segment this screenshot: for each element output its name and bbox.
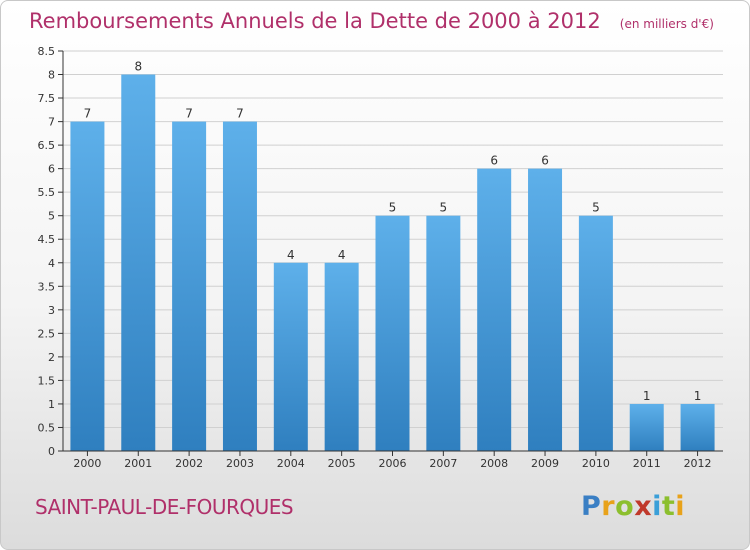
y-tick-label: 8 xyxy=(48,69,55,82)
y-tick-label: 8.5 xyxy=(38,45,56,58)
bar xyxy=(578,215,613,451)
bar xyxy=(629,403,664,451)
bar xyxy=(680,403,715,451)
bar xyxy=(121,74,156,451)
bar-value-label: 5 xyxy=(389,201,397,215)
bar-value-label: 5 xyxy=(592,201,600,215)
bar xyxy=(375,215,410,451)
bar xyxy=(324,262,359,451)
bar-value-label: 7 xyxy=(84,107,92,121)
y-tick-label: 0.5 xyxy=(38,421,56,434)
bar-value-label: 5 xyxy=(440,201,448,215)
x-tick-label: 2008 xyxy=(480,457,508,470)
bar xyxy=(70,121,105,452)
bar-value-label: 8 xyxy=(134,60,142,74)
logo-letter: i xyxy=(652,491,662,522)
y-tick-label: 5.5 xyxy=(38,186,56,199)
y-tick-label: 4.5 xyxy=(38,233,56,246)
x-tick-label: 2010 xyxy=(582,457,610,470)
x-tick-label: 2002 xyxy=(175,457,203,470)
logo-letter: t xyxy=(661,491,676,522)
y-tick-label: 2 xyxy=(48,351,55,364)
y-tick-label: 6.5 xyxy=(38,139,56,152)
bar-value-label: 1 xyxy=(643,389,651,403)
x-tick-label: 2007 xyxy=(429,457,457,470)
y-tick-label: 2.5 xyxy=(38,327,56,340)
bar-value-label: 7 xyxy=(185,107,193,121)
logo-letter: o xyxy=(615,491,635,522)
x-tick-label: 2001 xyxy=(124,457,152,470)
labels: 0 0.5 1 1.5 2 2.5 3 3.5 4 4.5 5 5.5 6 6.5 7 7.5 8 8.5 7 200… xyxy=(38,45,712,470)
y-tick-label: 7.5 xyxy=(38,92,56,105)
bars xyxy=(70,74,715,452)
bar xyxy=(172,121,207,452)
bar-value-label: 4 xyxy=(338,248,346,262)
x-tick-label: 2003 xyxy=(226,457,254,470)
logo-letter: r xyxy=(601,491,616,522)
chart-title: Remboursements Annuels de la Dette de 20… xyxy=(29,9,601,33)
title-row: Remboursements Annuels de la Dette de 20… xyxy=(29,9,714,33)
bar xyxy=(222,121,257,452)
commune-name: SAINT-PAUL-DE-FOURQUES xyxy=(35,495,294,519)
y-tick-label: 7 xyxy=(48,116,55,129)
y-tick-label: 6 xyxy=(48,163,55,176)
y-tick-label: 0 xyxy=(48,445,55,458)
chart-units: (en milliers d'€) xyxy=(619,17,714,31)
bar-value-label: 7 xyxy=(236,107,244,121)
y-tick-label: 5 xyxy=(48,210,55,223)
bar-value-label: 6 xyxy=(490,154,498,168)
y-tick-label: 1 xyxy=(48,398,55,411)
logo-letter: x xyxy=(634,491,653,522)
axes xyxy=(58,50,723,456)
logo-letter: P xyxy=(581,491,602,522)
bar xyxy=(426,215,461,451)
x-tick-label: 2000 xyxy=(73,457,101,470)
bar-value-label: 6 xyxy=(541,154,549,168)
logo-letter: i xyxy=(675,491,686,522)
y-tick-label: 1.5 xyxy=(38,374,56,387)
proxiti-logo[interactable]: Proxiti xyxy=(581,491,685,522)
x-tick-label: 2005 xyxy=(328,457,356,470)
bar-value-label: 1 xyxy=(694,389,702,403)
x-tick-label: 2011 xyxy=(633,457,661,470)
x-tick-label: 2006 xyxy=(379,457,407,470)
y-tick-label: 3 xyxy=(48,304,55,317)
x-tick-label: 2004 xyxy=(277,457,305,470)
bar-value-label: 4 xyxy=(287,248,295,262)
y-tick-label: 3.5 xyxy=(38,280,56,293)
y-tick-label: 4 xyxy=(48,257,55,270)
x-tick-label: 2009 xyxy=(531,457,559,470)
x-tick-label: 2012 xyxy=(684,457,712,470)
bar xyxy=(273,262,308,451)
bar xyxy=(528,168,563,451)
bar xyxy=(477,168,512,451)
